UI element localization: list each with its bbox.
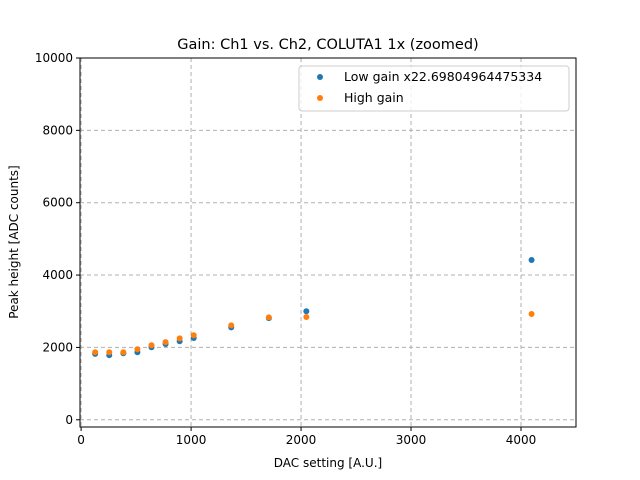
y-tick-label: 8000: [42, 123, 73, 137]
plot-frame: [79, 57, 577, 428]
x-tick-label: 3000: [396, 433, 427, 447]
legend-marker: [317, 95, 323, 101]
x-tick-label: 1000: [176, 433, 207, 447]
data-point-series-1: [92, 349, 99, 356]
data-point-series-0: [528, 257, 535, 264]
x-tick-label: 4000: [506, 433, 537, 447]
data-point-series-1: [265, 314, 272, 321]
data-point-series-1: [190, 332, 197, 339]
data-point-series-1: [120, 349, 127, 356]
data-point-series-1: [148, 342, 155, 349]
data-point-series-1: [303, 314, 310, 321]
data-point-series-0: [303, 308, 310, 315]
x-axis-label: DAC setting [A.U.]: [274, 456, 382, 470]
y-tick-label: 0: [65, 413, 73, 427]
x-tick-label: 0: [77, 433, 85, 447]
legend-label: High gain: [344, 90, 404, 105]
data-point-series-1: [106, 349, 113, 356]
y-tick-label: 10000: [35, 51, 73, 65]
x-tick-label: 2000: [286, 433, 317, 447]
data-point-series-1: [176, 335, 183, 342]
chart-title: Gain: Ch1 vs. Ch2, COLUTA1 1x (zoomed): [177, 37, 478, 53]
legend-label: Low gain x22.69804964475334: [344, 69, 542, 84]
legend: Low gain x22.69804964475334 High gain: [298, 65, 570, 112]
legend-marker: [317, 74, 323, 80]
data-point-series-1: [228, 322, 235, 329]
data-point-series-1: [134, 346, 141, 353]
data-point-series-1: [528, 310, 535, 317]
y-tick-label: 2000: [42, 340, 73, 354]
y-axis-label: Peak height [ADC counts]: [7, 165, 21, 319]
y-tick-label: 4000: [42, 268, 73, 282]
y-tick-label: 6000: [42, 196, 73, 210]
data-point-series-1: [162, 339, 169, 346]
